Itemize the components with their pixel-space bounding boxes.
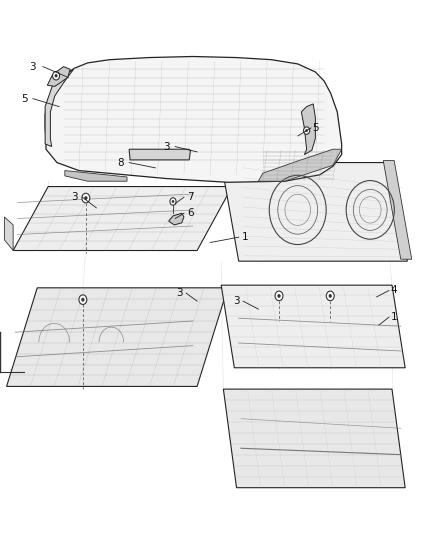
Polygon shape [4,217,13,251]
Polygon shape [129,149,191,160]
Polygon shape [221,285,405,368]
Text: 3: 3 [163,142,170,151]
Polygon shape [45,56,342,182]
Text: 7: 7 [187,192,194,202]
Circle shape [81,298,84,301]
Circle shape [304,127,310,134]
Text: 3: 3 [71,192,78,202]
Circle shape [82,193,90,203]
Polygon shape [65,171,127,181]
Polygon shape [301,104,315,155]
Circle shape [53,71,60,80]
Polygon shape [169,213,184,225]
Circle shape [79,295,87,304]
Circle shape [326,291,334,301]
Polygon shape [221,163,407,261]
Polygon shape [223,389,405,488]
Text: 3: 3 [29,62,36,71]
Circle shape [329,294,332,297]
Polygon shape [7,288,228,386]
Text: 5: 5 [21,94,28,103]
Polygon shape [47,67,70,86]
Text: 1: 1 [242,232,249,242]
Polygon shape [13,187,232,251]
Text: 5: 5 [312,123,319,133]
Circle shape [55,74,57,77]
Circle shape [275,291,283,301]
Text: 3: 3 [233,296,240,306]
Circle shape [170,198,176,205]
Circle shape [306,130,307,132]
Circle shape [172,200,174,203]
Text: 8: 8 [117,158,124,167]
Circle shape [85,196,87,200]
Polygon shape [258,149,342,181]
Polygon shape [383,160,412,259]
Text: 1: 1 [391,312,398,322]
Text: 3: 3 [176,288,183,298]
Polygon shape [45,69,74,147]
Text: 4: 4 [391,286,398,295]
Circle shape [278,294,280,297]
Text: 6: 6 [187,208,194,218]
